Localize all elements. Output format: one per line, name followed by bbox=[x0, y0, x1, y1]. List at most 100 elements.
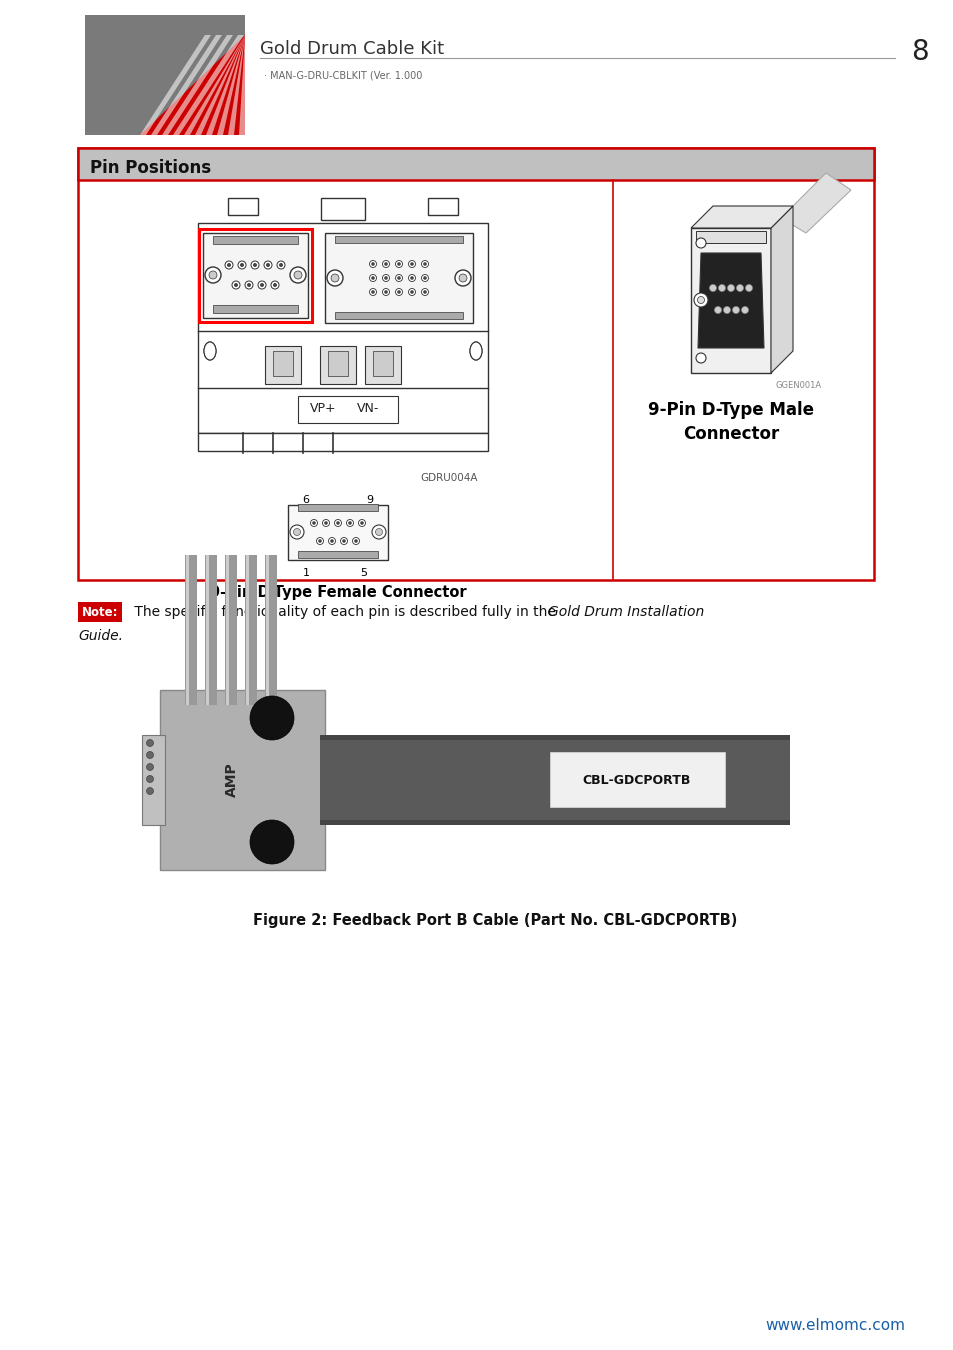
Polygon shape bbox=[698, 252, 763, 348]
Bar bbox=[205, 555, 216, 705]
Circle shape bbox=[369, 274, 376, 282]
Circle shape bbox=[205, 267, 221, 284]
Circle shape bbox=[310, 520, 317, 526]
Text: 8: 8 bbox=[910, 38, 928, 66]
Circle shape bbox=[358, 520, 365, 526]
Polygon shape bbox=[140, 35, 211, 135]
Circle shape bbox=[225, 261, 233, 269]
Circle shape bbox=[266, 263, 270, 267]
Circle shape bbox=[395, 274, 402, 282]
Bar bbox=[246, 555, 249, 705]
Text: GDRU004A: GDRU004A bbox=[420, 472, 477, 483]
Bar bbox=[335, 236, 462, 243]
Bar bbox=[297, 551, 377, 558]
Text: Figure 2: Feedback Port B Cable (Part No. CBL-GDCPORTB): Figure 2: Feedback Port B Cable (Part No… bbox=[253, 913, 737, 927]
Bar bbox=[160, 690, 325, 869]
Bar bbox=[198, 223, 488, 433]
Bar bbox=[266, 555, 269, 705]
Text: GGEN001A: GGEN001A bbox=[775, 381, 821, 390]
Bar bbox=[288, 505, 388, 560]
Polygon shape bbox=[770, 207, 792, 373]
Circle shape bbox=[209, 271, 216, 279]
Circle shape bbox=[240, 263, 244, 267]
Bar bbox=[335, 312, 462, 319]
Circle shape bbox=[382, 261, 389, 267]
Polygon shape bbox=[245, 35, 261, 135]
Circle shape bbox=[232, 281, 240, 289]
Ellipse shape bbox=[204, 342, 215, 360]
Circle shape bbox=[253, 263, 256, 267]
Bar bbox=[203, 234, 308, 319]
Bar bbox=[365, 346, 400, 383]
Bar bbox=[265, 555, 276, 705]
Text: Connector: Connector bbox=[682, 425, 779, 443]
Ellipse shape bbox=[470, 342, 481, 360]
Polygon shape bbox=[245, 35, 250, 135]
Circle shape bbox=[384, 290, 387, 294]
Circle shape bbox=[327, 270, 343, 286]
Circle shape bbox=[316, 537, 323, 544]
Bar bbox=[186, 555, 189, 705]
Circle shape bbox=[410, 262, 414, 266]
Circle shape bbox=[335, 521, 339, 525]
Circle shape bbox=[290, 267, 306, 284]
Bar bbox=[319, 734, 789, 740]
Circle shape bbox=[245, 281, 253, 289]
Circle shape bbox=[354, 539, 357, 543]
Circle shape bbox=[260, 284, 264, 288]
Bar bbox=[213, 305, 297, 313]
Circle shape bbox=[264, 261, 272, 269]
Circle shape bbox=[360, 521, 363, 525]
Polygon shape bbox=[216, 35, 245, 135]
Circle shape bbox=[147, 764, 153, 771]
Circle shape bbox=[421, 261, 428, 267]
Polygon shape bbox=[151, 35, 222, 135]
Text: The specific functionality of each pin is described fully in the: The specific functionality of each pin i… bbox=[130, 605, 559, 620]
Circle shape bbox=[147, 787, 153, 795]
Circle shape bbox=[294, 271, 302, 279]
Bar bbox=[319, 346, 355, 383]
Bar bbox=[198, 433, 488, 451]
Circle shape bbox=[396, 262, 400, 266]
Circle shape bbox=[455, 270, 471, 286]
Bar bbox=[213, 236, 297, 244]
Circle shape bbox=[318, 539, 321, 543]
Circle shape bbox=[227, 263, 231, 267]
Circle shape bbox=[250, 819, 294, 864]
Circle shape bbox=[322, 520, 329, 526]
Bar bbox=[226, 555, 229, 705]
Bar bbox=[328, 351, 348, 377]
Text: 6: 6 bbox=[302, 495, 309, 505]
Text: Pin Positions: Pin Positions bbox=[90, 159, 211, 177]
Circle shape bbox=[271, 281, 278, 289]
Polygon shape bbox=[245, 35, 283, 135]
Circle shape bbox=[237, 261, 246, 269]
Polygon shape bbox=[781, 173, 850, 234]
Circle shape bbox=[342, 539, 345, 543]
Circle shape bbox=[371, 262, 375, 266]
Circle shape bbox=[371, 277, 375, 279]
Circle shape bbox=[294, 528, 300, 536]
Circle shape bbox=[410, 290, 414, 294]
Circle shape bbox=[382, 274, 389, 282]
Circle shape bbox=[740, 306, 748, 313]
Circle shape bbox=[348, 521, 352, 525]
Text: 5: 5 bbox=[360, 568, 367, 578]
Circle shape bbox=[736, 285, 742, 292]
Circle shape bbox=[384, 262, 387, 266]
Text: VN-: VN- bbox=[356, 402, 378, 416]
Circle shape bbox=[369, 261, 376, 267]
Bar bbox=[140, 675, 789, 886]
Circle shape bbox=[696, 352, 705, 363]
Circle shape bbox=[395, 289, 402, 296]
Circle shape bbox=[369, 289, 376, 296]
Bar bbox=[297, 396, 397, 423]
Bar bbox=[228, 198, 257, 215]
Bar bbox=[265, 346, 301, 383]
Polygon shape bbox=[172, 35, 244, 135]
Circle shape bbox=[718, 285, 724, 292]
Circle shape bbox=[233, 284, 237, 288]
Bar bbox=[225, 555, 236, 705]
Circle shape bbox=[290, 525, 304, 539]
Circle shape bbox=[421, 289, 428, 296]
